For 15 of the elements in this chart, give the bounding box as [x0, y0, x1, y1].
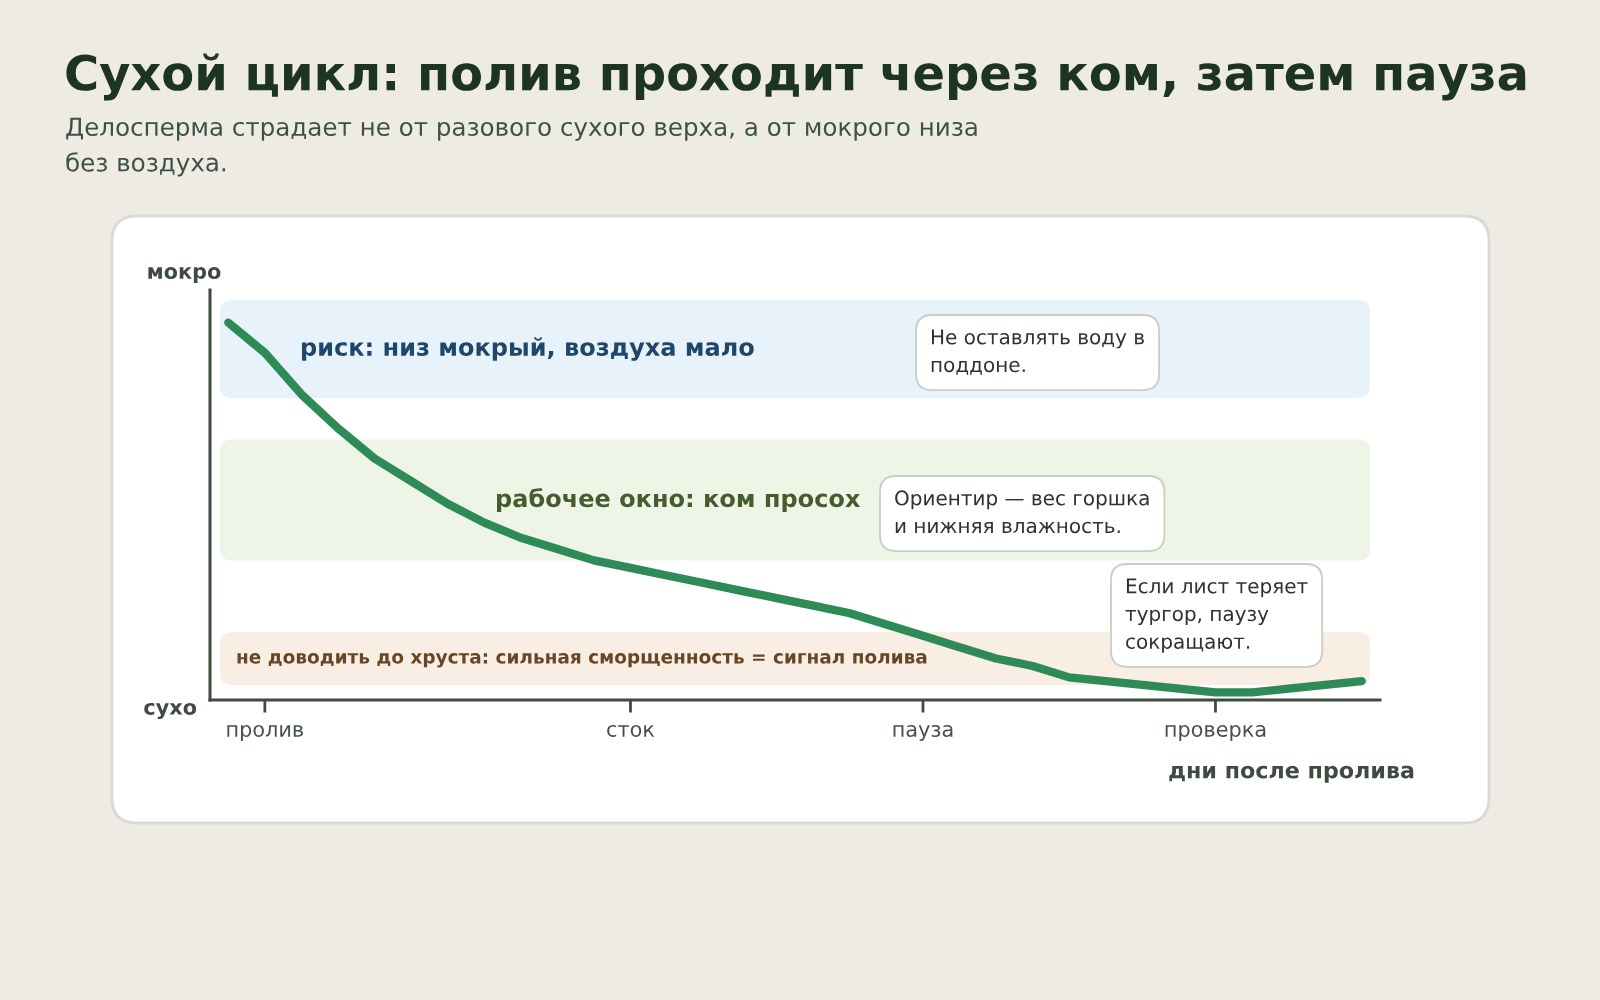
annotation: Если лист теряет тургор, паузу сокращают. [1125, 578, 1308, 653]
x-tick-label: пролив [227, 725, 303, 741]
x-tick-label: сток [607, 725, 655, 737]
text: мокро [148, 267, 221, 284]
chart-subtitle: Делосперма страдает не от разового сухого верха, а от мокрого низа без воздуха. [66, 117, 977, 177]
annotation: Ориентир — вес горшка и нижняя влажность. [895, 490, 1149, 534]
x-tick-label: пауза [893, 724, 953, 741]
band-label: риск: низ мокрый, воздуха мало [302, 337, 754, 361]
annotation: Не оставлять воду в поддоне. [931, 329, 1144, 375]
chart-title: Сухой цикл: полив проходит через ком, затем пауза [66, 53, 1526, 101]
band-label: не доводить до хруста: сильная сморщенность = сигнал полива [237, 653, 927, 668]
x-axis-title: дни после пролива [1169, 765, 1414, 783]
x-tick-label: проверка [1165, 725, 1266, 741]
text: сухо [144, 702, 197, 720]
band-label: рабочее окно: ком просох [497, 487, 861, 513]
